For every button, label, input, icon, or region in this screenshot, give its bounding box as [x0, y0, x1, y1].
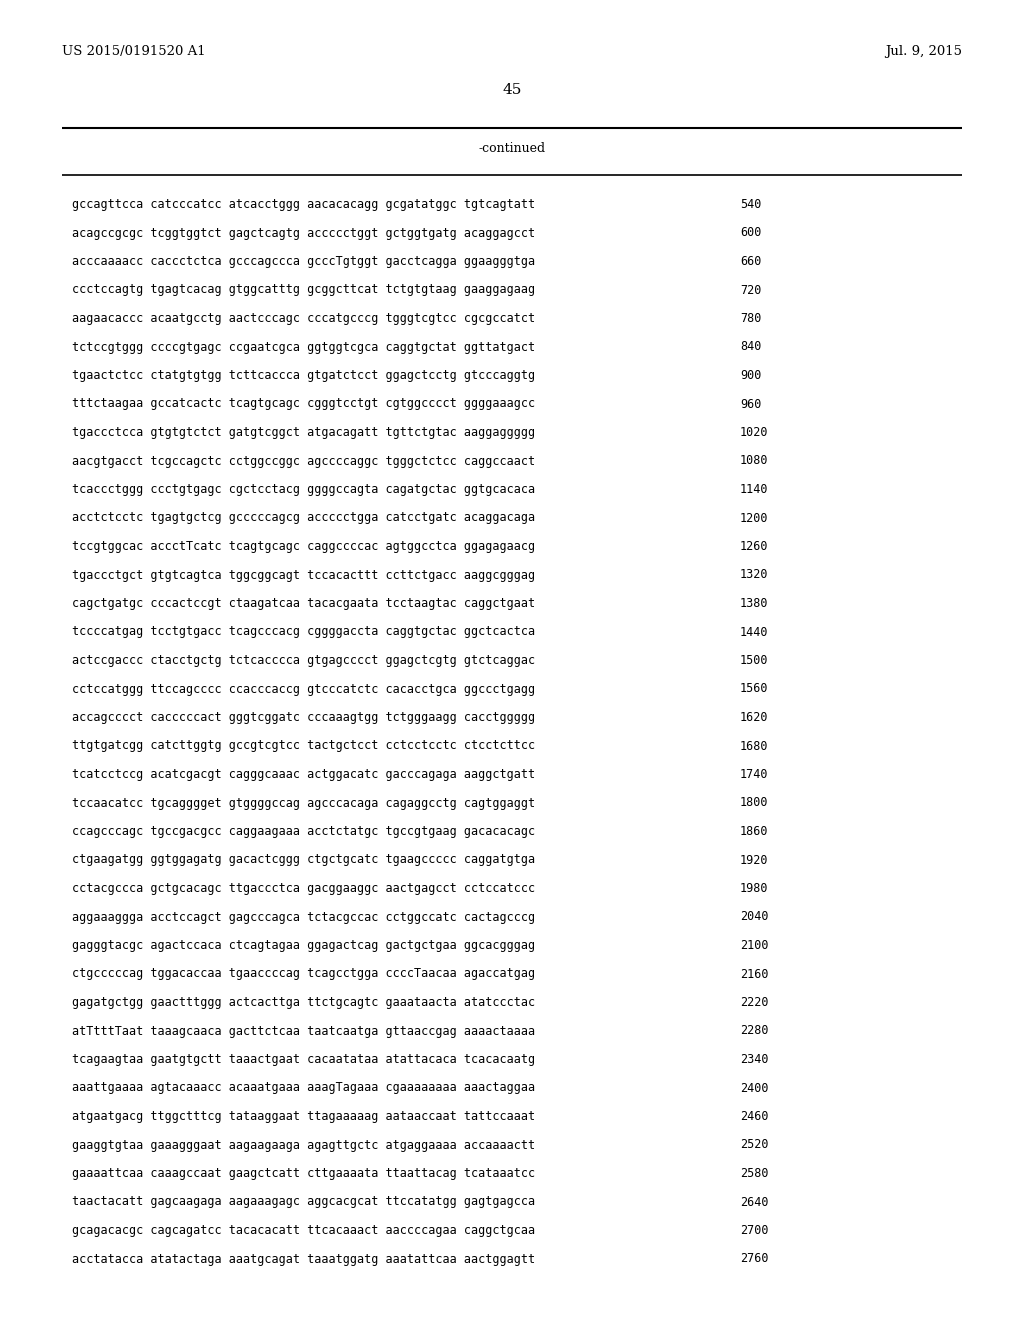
Text: ccagcccagc tgccgacgcc caggaagaaa acctctatgc tgccgtgaag gacacacagc: ccagcccagc tgccgacgcc caggaagaaa acctcta… [72, 825, 536, 838]
Text: 1860: 1860 [740, 825, 768, 838]
Text: 1680: 1680 [740, 739, 768, 752]
Text: tctccgtggg ccccgtgagc ccgaatcgca ggtggtcgca caggtgctat ggttatgact: tctccgtggg ccccgtgagc ccgaatcgca ggtggtc… [72, 341, 536, 354]
Text: gagatgctgg gaactttggg actcacttga ttctgcagtc gaaataacta atatccctac: gagatgctgg gaactttggg actcacttga ttctgca… [72, 997, 536, 1008]
Text: gcagacacgc cagcagatcc tacacacatt ttcacaaact aaccccagaa caggctgcaa: gcagacacgc cagcagatcc tacacacatt ttcacaa… [72, 1224, 536, 1237]
Text: tcagaagtaa gaatgtgctt taaactgaat cacaatataa atattacaca tcacacaatg: tcagaagtaa gaatgtgctt taaactgaat cacaata… [72, 1053, 536, 1067]
Text: 2460: 2460 [740, 1110, 768, 1123]
Text: 2760: 2760 [740, 1253, 768, 1266]
Text: cctacgccca gctgcacagc ttgaccctca gacggaaggc aactgagcct cctccatccc: cctacgccca gctgcacagc ttgaccctca gacggaa… [72, 882, 536, 895]
Text: acctatacca atatactaga aaatgcagat taaatggatg aaatattcaa aactggagtt: acctatacca atatactaga aaatgcagat taaatgg… [72, 1253, 536, 1266]
Text: cctccatggg ttccagcccc ccacccaccg gtcccatctc cacacctgca ggccctgagg: cctccatggg ttccagcccc ccacccaccg gtcccat… [72, 682, 536, 696]
Text: 1320: 1320 [740, 569, 768, 582]
Text: 2340: 2340 [740, 1053, 768, 1067]
Text: aagaacaccc acaatgcctg aactcccagc cccatgcccg tgggtcgtcc cgcgccatct: aagaacaccc acaatgcctg aactcccagc cccatgc… [72, 312, 536, 325]
Text: Jul. 9, 2015: Jul. 9, 2015 [885, 45, 962, 58]
Text: gaaggtgtaa gaaagggaat aagaagaaga agagttgctc atgaggaaaa accaaaactt: gaaggtgtaa gaaagggaat aagaagaaga agagttg… [72, 1138, 536, 1151]
Text: 600: 600 [740, 227, 762, 239]
Text: ctgaagatgg ggtggagatg gacactcggg ctgctgcatc tgaagccccc caggatgtga: ctgaagatgg ggtggagatg gacactcggg ctgctgc… [72, 854, 536, 866]
Text: tgaactctcc ctatgtgtgg tcttcaccca gtgatctcct ggagctcctg gtcccaggtg: tgaactctcc ctatgtgtgg tcttcaccca gtgatct… [72, 370, 536, 381]
Text: 840: 840 [740, 341, 762, 354]
Text: 1140: 1140 [740, 483, 768, 496]
Text: 1800: 1800 [740, 796, 768, 809]
Text: gaaaattcaa caaagccaat gaagctcatt cttgaaaata ttaattacag tcataaatcc: gaaaattcaa caaagccaat gaagctcatt cttgaaa… [72, 1167, 536, 1180]
Text: US 2015/0191520 A1: US 2015/0191520 A1 [62, 45, 206, 58]
Text: 960: 960 [740, 397, 762, 411]
Text: 2520: 2520 [740, 1138, 768, 1151]
Text: 1740: 1740 [740, 768, 768, 781]
Text: 660: 660 [740, 255, 762, 268]
Text: acccaaaacc caccctctca gcccagccca gcccTgtggt gacctcagga ggaagggtga: acccaaaacc caccctctca gcccagccca gcccTgt… [72, 255, 536, 268]
Text: 2100: 2100 [740, 939, 768, 952]
Text: 2220: 2220 [740, 997, 768, 1008]
Text: 2040: 2040 [740, 911, 768, 924]
Text: accagcccct cacccccact gggtcggatc cccaaagtgg tctgggaagg cacctggggg: accagcccct cacccccact gggtcggatc cccaaag… [72, 711, 536, 723]
Text: 1080: 1080 [740, 454, 768, 467]
Text: tttctaagaa gccatcactc tcagtgcagc cgggtcctgt cgtggcccct ggggaaagcc: tttctaagaa gccatcactc tcagtgcagc cgggtcc… [72, 397, 536, 411]
Text: 1020: 1020 [740, 426, 768, 440]
Text: 2280: 2280 [740, 1024, 768, 1038]
Text: tccccatgag tcctgtgacc tcagcccacg cggggaccta caggtgctac ggctcactca: tccccatgag tcctgtgacc tcagcccacg cggggac… [72, 626, 536, 639]
Text: tcatcctccg acatcgacgt cagggcaaac actggacatc gacccagaga aaggctgatt: tcatcctccg acatcgacgt cagggcaaac actggac… [72, 768, 536, 781]
Text: 1620: 1620 [740, 711, 768, 723]
Text: 1260: 1260 [740, 540, 768, 553]
Text: 2640: 2640 [740, 1196, 768, 1209]
Text: tgaccctcca gtgtgtctct gatgtcggct atgacagatt tgttctgtac aaggaggggg: tgaccctcca gtgtgtctct gatgtcggct atgacag… [72, 426, 536, 440]
Text: 780: 780 [740, 312, 762, 325]
Text: ttgtgatcgg catcttggtg gccgtcgtcc tactgctcct cctcctcctc ctcctcttcc: ttgtgatcgg catcttggtg gccgtcgtcc tactgct… [72, 739, 536, 752]
Text: atTtttTaat taaagcaaca gacttctcaa taatcaatga gttaaccgag aaaactaaaa: atTtttTaat taaagcaaca gacttctcaa taatcaa… [72, 1024, 536, 1038]
Text: 1560: 1560 [740, 682, 768, 696]
Text: actccgaccc ctacctgctg tctcacccca gtgagcccct ggagctcgtg gtctcaggac: actccgaccc ctacctgctg tctcacccca gtgagcc… [72, 653, 536, 667]
Text: 900: 900 [740, 370, 762, 381]
Text: 2700: 2700 [740, 1224, 768, 1237]
Text: gagggtacgc agactccaca ctcagtagaa ggagactcag gactgctgaa ggcacgggag: gagggtacgc agactccaca ctcagtagaa ggagact… [72, 939, 536, 952]
Text: tcaccctggg ccctgtgagc cgctcctacg ggggccagta cagatgctac ggtgcacaca: tcaccctggg ccctgtgagc cgctcctacg ggggcca… [72, 483, 536, 496]
Text: cagctgatgc cccactccgt ctaagatcaa tacacgaata tcctaagtac caggctgaat: cagctgatgc cccactccgt ctaagatcaa tacacga… [72, 597, 536, 610]
Text: 1380: 1380 [740, 597, 768, 610]
Text: 45: 45 [503, 83, 521, 96]
Text: 1500: 1500 [740, 653, 768, 667]
Text: ctgcccccag tggacaccaa tgaaccccag tcagcctgga ccccTaacaa agaccatgag: ctgcccccag tggacaccaa tgaaccccag tcagcct… [72, 968, 536, 981]
Text: tgaccctgct gtgtcagtca tggcggcagt tccacacttt ccttctgacc aaggcgggag: tgaccctgct gtgtcagtca tggcggcagt tccacac… [72, 569, 536, 582]
Text: atgaatgacg ttggctttcg tataaggaat ttagaaaaag aataaccaat tattccaaat: atgaatgacg ttggctttcg tataaggaat ttagaaa… [72, 1110, 536, 1123]
Text: 1920: 1920 [740, 854, 768, 866]
Text: aacgtgacct tcgccagctc cctggccggc agccccaggc tgggctctcc caggccaact: aacgtgacct tcgccagctc cctggccggc agcccca… [72, 454, 536, 467]
Text: 1980: 1980 [740, 882, 768, 895]
Text: taactacatt gagcaagaga aagaaagagc aggcacgcat ttccatatgg gagtgagcca: taactacatt gagcaagaga aagaaagagc aggcacg… [72, 1196, 536, 1209]
Text: aaattgaaaa agtacaaacc acaaatgaaa aaagTagaaa cgaaaaaaaa aaactaggaa: aaattgaaaa agtacaaacc acaaatgaaa aaagTag… [72, 1081, 536, 1094]
Text: tccgtggcac accctTcatc tcagtgcagc caggccccac agtggcctca ggagagaacg: tccgtggcac accctTcatc tcagtgcagc caggccc… [72, 540, 536, 553]
Text: 2400: 2400 [740, 1081, 768, 1094]
Text: ccctccagtg tgagtcacag gtggcatttg gcggcttcat tctgtgtaag gaaggagaag: ccctccagtg tgagtcacag gtggcatttg gcggctt… [72, 284, 536, 297]
Text: 2160: 2160 [740, 968, 768, 981]
Text: -continued: -continued [478, 141, 546, 154]
Text: 720: 720 [740, 284, 762, 297]
Text: aggaaaggga acctccagct gagcccagca tctacgccac cctggccatc cactagcccg: aggaaaggga acctccagct gagcccagca tctacgc… [72, 911, 536, 924]
Text: acagccgcgc tcggtggtct gagctcagtg accccctggt gctggtgatg acaggagcct: acagccgcgc tcggtggtct gagctcagtg accccct… [72, 227, 536, 239]
Text: gccagttcca catcccatcc atcacctggg aacacacagg gcgatatggc tgtcagtatt: gccagttcca catcccatcc atcacctggg aacacac… [72, 198, 536, 211]
Text: tccaacatcc tgcagggget gtggggccag agcccacaga cagaggcctg cagtggaggt: tccaacatcc tgcagggget gtggggccag agcccac… [72, 796, 536, 809]
Text: 1440: 1440 [740, 626, 768, 639]
Text: 2580: 2580 [740, 1167, 768, 1180]
Text: 1200: 1200 [740, 511, 768, 524]
Text: 540: 540 [740, 198, 762, 211]
Text: acctctcctc tgagtgctcg gcccccagcg accccctgga catcctgatc acaggacaga: acctctcctc tgagtgctcg gcccccagcg accccct… [72, 511, 536, 524]
